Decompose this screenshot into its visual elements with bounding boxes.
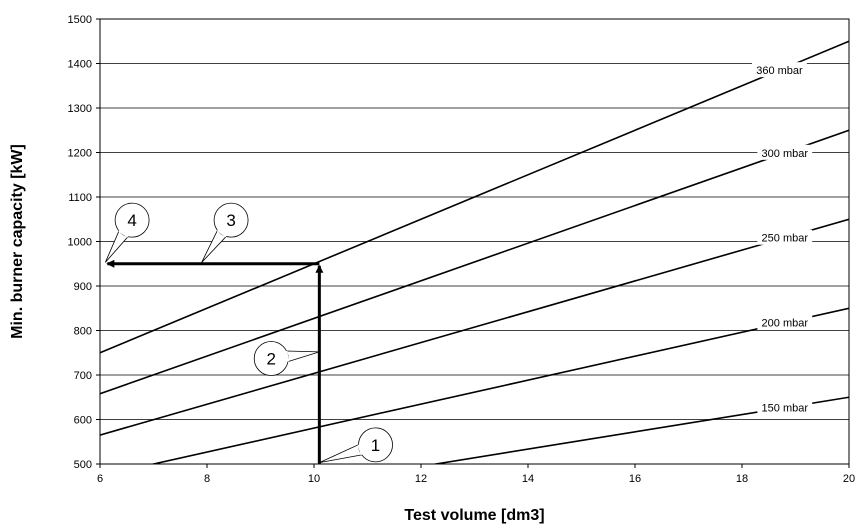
callout-joint-1 xyxy=(357,444,363,456)
callout-joint-3 xyxy=(216,229,227,238)
series-label-bg-150-mbar xyxy=(757,399,813,415)
series-line-300-mbar xyxy=(100,129,849,395)
y-axis-title: Min. burner capacity [kW] xyxy=(9,144,26,339)
callout-3: 3 xyxy=(201,202,249,263)
callout-2: 2 xyxy=(253,341,320,376)
callout-circle-3 xyxy=(213,202,249,238)
series-label-bg-300-mbar xyxy=(757,144,813,160)
y-tick-label-900: 900 xyxy=(74,281,92,293)
y-tick-label-1400: 1400 xyxy=(68,59,92,71)
axis-ticks: 500 600 700 800 900 1000 1100 1200 1300 1400 1500 6… xyxy=(68,14,856,485)
series-labels: 360 mbar 300 mbar 250 mbar 200 mbar 150 mbar xyxy=(752,62,813,415)
x-tick-label-20: 20 xyxy=(843,473,855,485)
callout-pointer-1 xyxy=(319,444,363,464)
series-label-200-mbar: 200 mbar xyxy=(762,318,809,330)
series-label-bg-360-mbar xyxy=(752,62,807,78)
callout-4: 4 xyxy=(104,202,150,263)
series-line-150-mbar xyxy=(430,396,849,464)
series-label-360-mbar: 360 mbar xyxy=(756,65,803,77)
y-tick-label-1300: 1300 xyxy=(68,103,92,115)
series-label-bg-250-mbar xyxy=(757,229,813,245)
callout-label-3: 3 xyxy=(226,211,235,230)
x-axis-title: Test volume [dm3] xyxy=(404,507,544,524)
series-lines xyxy=(100,40,849,464)
callout-label-1: 1 xyxy=(371,436,380,455)
callout-1: 1 xyxy=(319,427,393,464)
callouts: 1 2 3 4 xyxy=(104,202,393,464)
series-label-150-mbar: 150 mbar xyxy=(762,403,809,415)
series-label-bg-200-mbar xyxy=(757,314,813,330)
x-tick-label-18: 18 xyxy=(736,473,748,485)
reading-path xyxy=(106,259,324,464)
y-tick-label-1500: 1500 xyxy=(68,14,92,26)
callout-pointer-2 xyxy=(285,350,320,363)
x-tick-label-12: 12 xyxy=(415,473,427,485)
y-tick-label-700: 700 xyxy=(74,370,92,382)
series-label-250-mbar: 250 mbar xyxy=(762,233,809,245)
x-tick-label-6: 6 xyxy=(97,473,103,485)
y-tick-label-1100: 1100 xyxy=(68,192,92,204)
series-line-360-mbar xyxy=(100,40,849,354)
series-line-250-mbar xyxy=(100,218,849,436)
y-tick-label-500: 500 xyxy=(74,459,92,471)
y-tick-label-800: 800 xyxy=(74,326,92,338)
x-tick-label-14: 14 xyxy=(522,473,534,485)
callout-label-2: 2 xyxy=(266,350,275,369)
callout-circle-4 xyxy=(114,202,150,238)
y-tick-label-600: 600 xyxy=(74,415,92,427)
series-label-300-mbar: 300 mbar xyxy=(762,148,809,160)
x-tick-label-8: 8 xyxy=(204,473,210,485)
callout-joint-2 xyxy=(285,350,289,362)
x-tick-label-10: 10 xyxy=(308,473,320,485)
series-line-200-mbar xyxy=(149,307,849,464)
x-tick-label-16: 16 xyxy=(629,473,641,485)
y-tick-label-1000: 1000 xyxy=(68,237,92,249)
callout-joint-4 xyxy=(118,230,129,238)
callout-label-4: 4 xyxy=(127,211,136,230)
y-tick-label-1200: 1200 xyxy=(68,148,92,160)
